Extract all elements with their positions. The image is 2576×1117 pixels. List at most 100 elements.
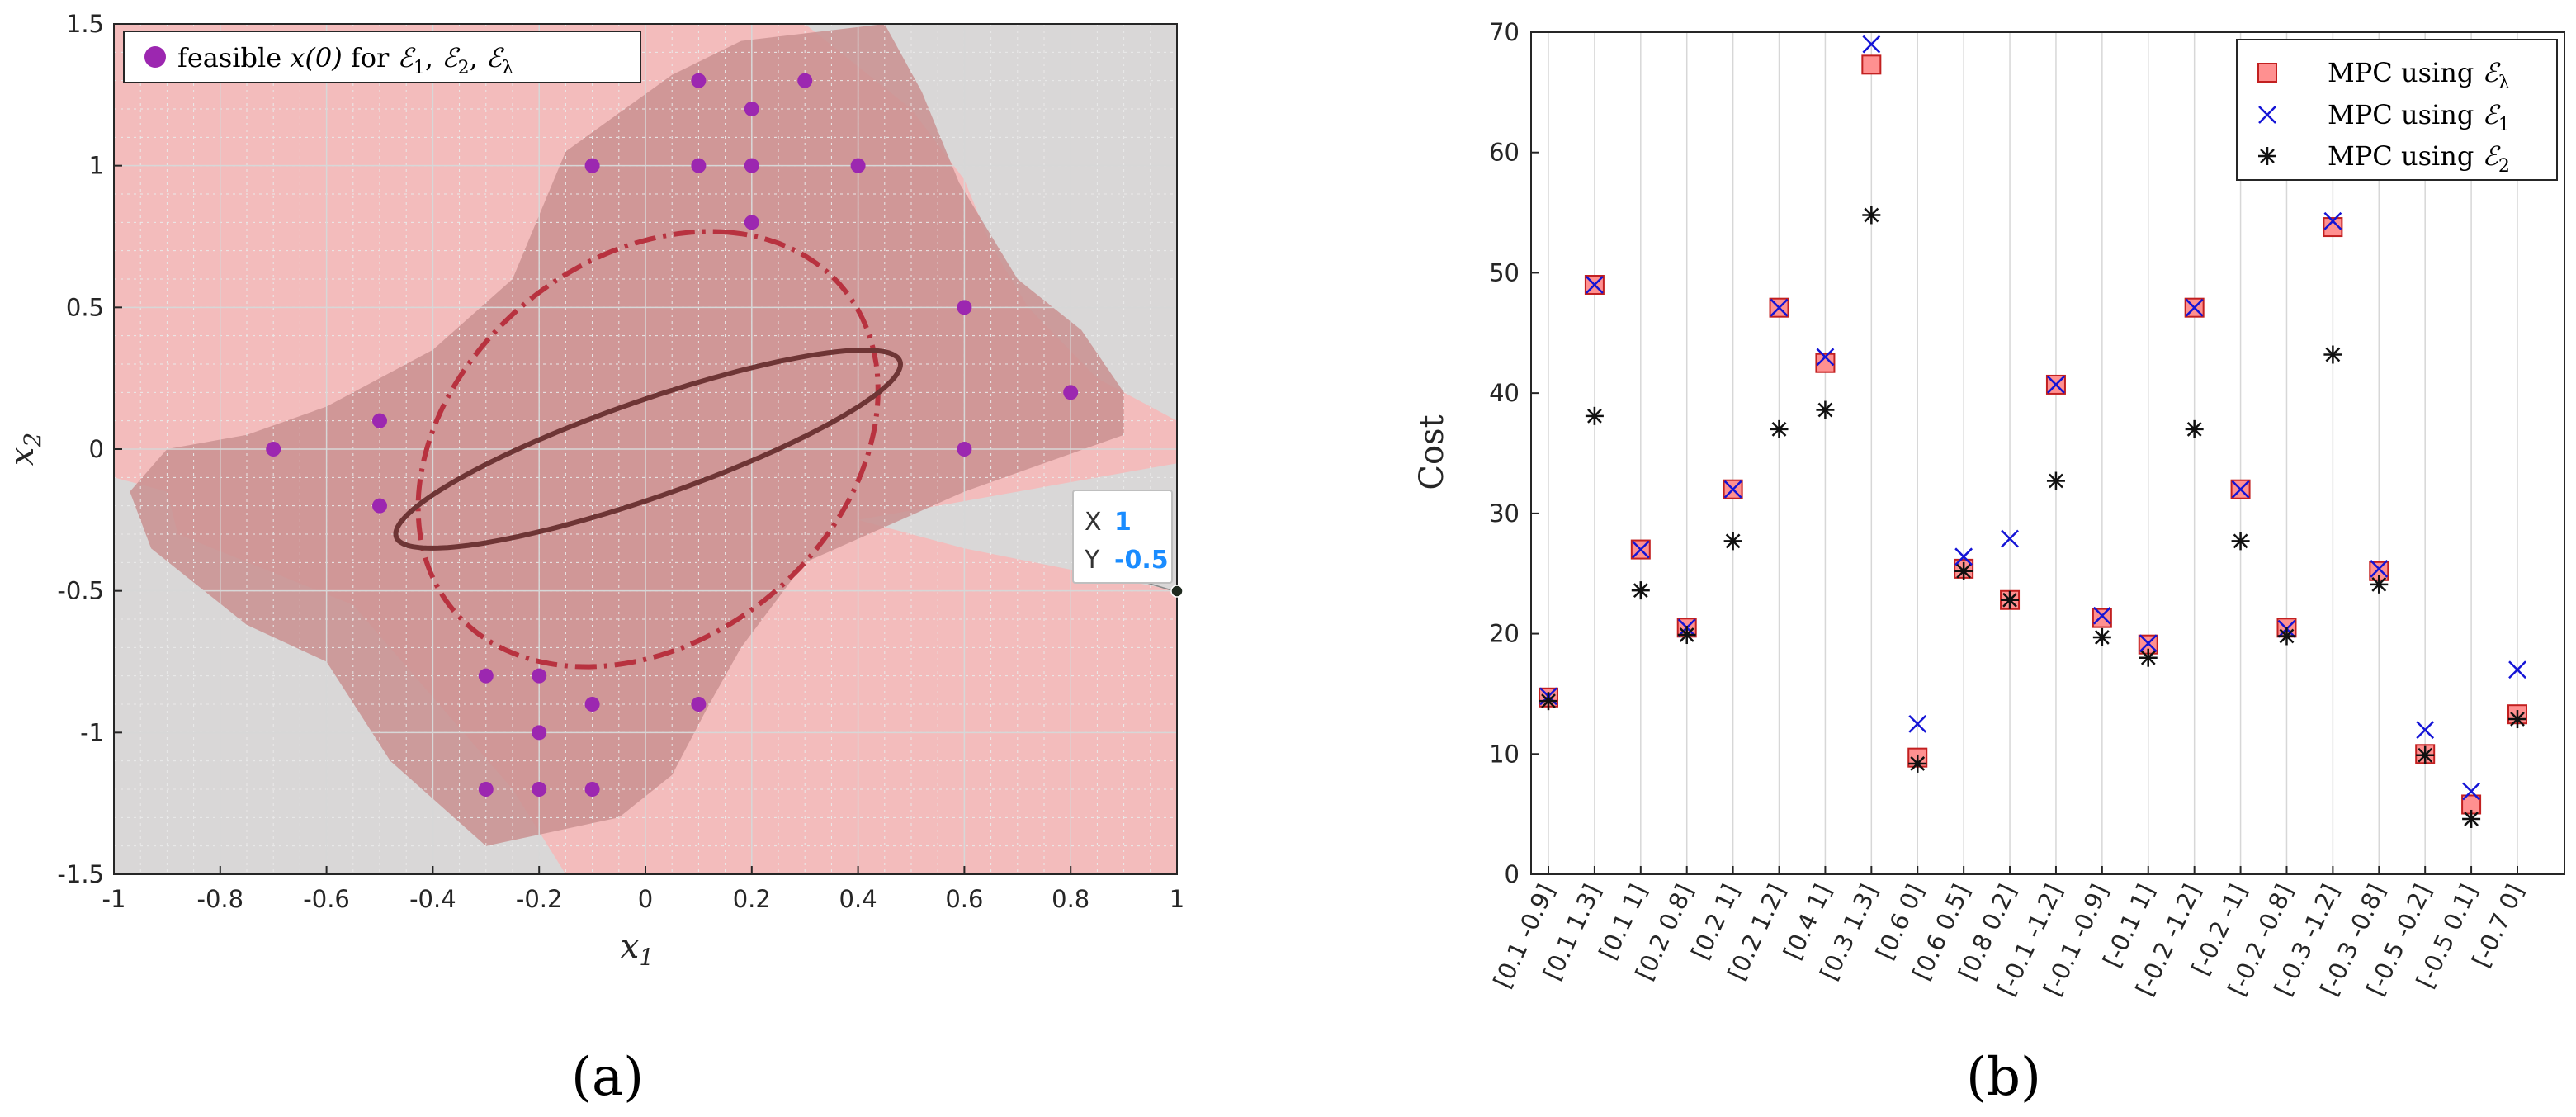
- datatip-y-value: -0.5: [1114, 546, 1169, 575]
- x-tick-label: 0.2: [733, 885, 771, 913]
- feasible-point: [691, 73, 707, 88]
- x-tick-label: -0.8: [197, 885, 244, 913]
- datatip-box: [1072, 490, 1173, 584]
- marker-star: [2508, 710, 2526, 729]
- feasible-point: [744, 158, 759, 173]
- y-tick-label: -1.5: [57, 860, 104, 888]
- marker-star: [2092, 627, 2111, 646]
- marker-cross: [1816, 348, 1835, 367]
- marker-cross: [1586, 276, 1604, 294]
- marker-star: [1954, 561, 1973, 580]
- marker-star: [2416, 745, 2435, 764]
- legend-point-marker: [144, 46, 166, 68]
- marker-star: [1677, 626, 1696, 645]
- marker-star: [1585, 406, 1604, 425]
- marker-star: [1631, 581, 1650, 600]
- panel-b-axes-box: [1530, 31, 2565, 875]
- marker-cross: [2231, 480, 2250, 499]
- y-tick-label: 0: [1505, 860, 1520, 888]
- x-tick-label: -0.6: [303, 885, 350, 913]
- feasible-point: [532, 782, 547, 797]
- marker-cross: [2508, 660, 2526, 679]
- feasible-point: [478, 782, 494, 797]
- marker-star: [2231, 532, 2250, 551]
- datatip[interactable]: X 1 Y -0.5: [1072, 490, 1184, 598]
- x-tick-label: 0.6: [945, 885, 983, 913]
- datatip-y-label: Y: [1084, 546, 1100, 575]
- marker-star: [2462, 809, 2481, 828]
- marker-star: [2323, 345, 2342, 364]
- marker-star: [2046, 471, 2065, 490]
- y-tick-label: 20: [1489, 620, 1520, 648]
- marker-cross: [2001, 529, 2019, 548]
- legend-entry-e1: MPC using ℰ1: [2258, 99, 2510, 135]
- y-tick-label: 10: [1489, 740, 1520, 768]
- feasible-point: [532, 725, 547, 741]
- feasible-point: [532, 668, 547, 684]
- panel-b-x-ticks: [0.1 -0.9][0.1 1.3][0.1 1][0.2 0.8][0.2 …: [1488, 866, 2529, 1000]
- feasible-point: [691, 697, 707, 712]
- marker-square: [1861, 54, 1882, 75]
- feasible-point: [372, 413, 387, 428]
- datatip-x-value: 1: [1114, 508, 1132, 537]
- feasible-point: [957, 442, 972, 457]
- x-tick-label: 1: [1170, 885, 1184, 913]
- panel-a-legend-text: feasible x(0) for ℰ1, ℰ2, ℰλ: [177, 42, 513, 78]
- y-tick-label: 0.5: [66, 293, 104, 321]
- y-tick-label: 40: [1489, 379, 1520, 407]
- marker-cross: [2370, 560, 2389, 578]
- ellipse-dashdot: [415, 229, 881, 670]
- panel-a-x-ticks: -1 -0.8 -0.6 -0.4 -0.2 0 0.2 0.4 0.6 0.8 1: [102, 866, 1184, 913]
- legend-square-marker: [2257, 63, 2277, 83]
- feasible-point: [744, 215, 759, 230]
- panel-b-y-ticks: 0 10 20 30 40 50 60 70: [1489, 18, 1539, 888]
- feasible-point: [797, 73, 813, 88]
- panel-b-ylabel: Cost: [1413, 414, 1451, 490]
- feasible-point: [691, 158, 707, 173]
- y-tick-label: 60: [1489, 139, 1520, 167]
- marker-cross: [2462, 782, 2480, 801]
- marker-cross: [2323, 211, 2342, 230]
- marker-cross: [1631, 540, 1650, 559]
- marker-star: [1862, 206, 1881, 225]
- dark-feasible-region: [130, 24, 1124, 846]
- y-tick-label: -1: [80, 718, 104, 746]
- legend-entry-e2: MPC using ℰ2: [2258, 140, 2510, 177]
- panel-b: 0 10 20 30 40 50 60 70 [0.1 -0.9][0.1 1.3][0.1 …: [1413, 18, 2565, 1108]
- feasible-point: [850, 158, 866, 173]
- marker-cross: [1954, 547, 1973, 566]
- legend-star-marker: [2258, 147, 2276, 165]
- feasible-point: [957, 300, 972, 315]
- marker-cross: [2139, 634, 2158, 653]
- marker-cross: [1862, 35, 1881, 54]
- marker-star: [1816, 400, 1835, 419]
- panel-a-legend: feasible x(0) for ℰ1, ℰ2, ℰλ: [123, 31, 641, 83]
- legend-cross-marker: [2258, 106, 2276, 124]
- marker-star: [1908, 754, 1927, 773]
- marker-star: [2139, 648, 2158, 667]
- legend-text-lambda: MPC using ℰλ: [2328, 57, 2510, 93]
- marker-cross: [1770, 298, 1789, 317]
- panel-a-xlabel: x1: [621, 928, 654, 971]
- marker-star: [2001, 590, 2020, 609]
- marker-square: [2092, 608, 2112, 628]
- panel-a-y-ticks: -1.5 -1 -0.5 0 0.5 1 1.5: [57, 10, 122, 888]
- x-tick-label: -1: [102, 885, 126, 913]
- marker-cross: [2185, 298, 2204, 317]
- legend-text-e1: MPC using ℰ1: [2328, 99, 2510, 135]
- feasible-point: [584, 782, 600, 797]
- panel-a-label: (a): [571, 1047, 644, 1108]
- x-tick-label: 0.4: [839, 885, 877, 913]
- feasible-point: [372, 498, 387, 514]
- marker-cross: [2416, 721, 2435, 740]
- marker-cross: [1723, 480, 1742, 499]
- y-tick-label: 1: [89, 152, 104, 180]
- marker-star: [1539, 692, 1557, 711]
- legend-entry-lambda: MPC using ℰλ: [2257, 57, 2510, 93]
- panel-a-legend-box: [123, 31, 641, 83]
- datatip-marker[interactable]: [1170, 585, 1184, 598]
- panel-b-legend-box: [2236, 39, 2558, 181]
- y-tick-label: 30: [1489, 499, 1520, 528]
- feasible-point: [744, 102, 759, 116]
